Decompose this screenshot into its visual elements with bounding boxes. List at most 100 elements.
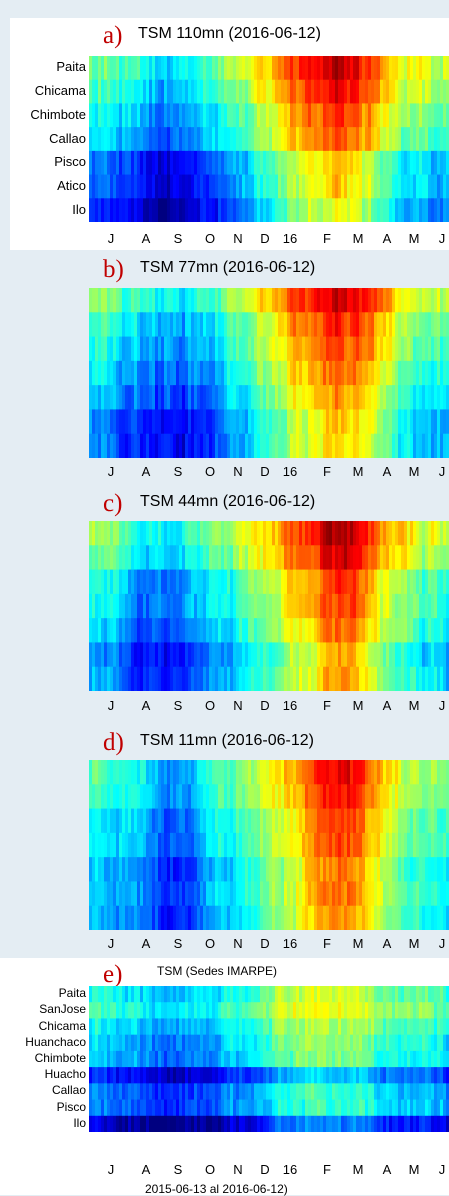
heatmap-cell xyxy=(371,569,375,595)
heatmap-cell xyxy=(251,857,255,883)
heatmap-cell xyxy=(260,103,264,128)
heatmap-cell xyxy=(437,1083,441,1101)
heatmap-cell xyxy=(164,409,168,435)
heatmap-cell xyxy=(272,905,276,930)
heatmap-cell xyxy=(194,103,198,128)
heatmap-cell xyxy=(266,360,270,386)
heatmap-cell xyxy=(104,56,108,81)
heatmap-cell xyxy=(119,1018,123,1036)
heatmap-cell xyxy=(98,385,102,411)
heatmap-cell xyxy=(197,881,201,907)
heatmap-cell xyxy=(131,174,135,199)
heatmap-cell xyxy=(443,905,447,930)
heatmap-cell xyxy=(317,642,321,668)
heatmap-cell xyxy=(176,1002,180,1020)
heatmap-cell xyxy=(251,103,255,128)
heatmap-cell xyxy=(401,666,405,691)
heatmap-cell xyxy=(281,666,285,691)
heatmap-cell xyxy=(164,569,168,595)
heatmap-cell xyxy=(323,336,327,362)
heatmap-cell xyxy=(197,1050,201,1068)
heatmap-cell xyxy=(428,360,432,386)
heatmap-cell xyxy=(410,784,414,810)
heatmap-cell xyxy=(341,1083,345,1101)
panel-a-heatmap-svg xyxy=(89,56,449,222)
heatmap-cell xyxy=(155,521,159,546)
heatmap-cell xyxy=(131,808,135,834)
heatmap-cell xyxy=(164,1083,168,1101)
heatmap-cell xyxy=(107,784,111,810)
heatmap-cell xyxy=(446,1067,449,1084)
heatmap-cell xyxy=(173,521,177,546)
heatmap-cell xyxy=(236,666,240,691)
x-tick-label: D xyxy=(260,231,270,246)
heatmap-cell xyxy=(245,1002,249,1020)
heatmap-cell xyxy=(209,103,213,128)
heatmap-cell xyxy=(161,905,165,930)
heatmap-cell xyxy=(401,521,405,546)
heatmap-cell xyxy=(233,760,237,785)
heatmap-cell xyxy=(302,1115,306,1132)
heatmap-cell xyxy=(305,433,309,458)
heatmap-cell xyxy=(338,881,342,907)
heatmap-cell xyxy=(377,1002,381,1020)
heatmap-cell xyxy=(344,784,348,810)
heatmap-cell xyxy=(266,618,270,644)
heatmap-cell xyxy=(260,666,264,691)
heatmap-cell xyxy=(143,986,147,1003)
heatmap-cell xyxy=(323,808,327,834)
heatmap-cell xyxy=(386,150,390,176)
heatmap-cell xyxy=(233,832,237,858)
heatmap-cell xyxy=(209,1115,213,1132)
heatmap-cell xyxy=(194,56,198,81)
heatmap-cell xyxy=(347,150,351,176)
heatmap-cell xyxy=(155,1034,159,1052)
heatmap-cell xyxy=(92,1018,96,1036)
heatmap-cell xyxy=(335,1099,339,1117)
heatmap-cell xyxy=(239,1115,243,1132)
heatmap-cell xyxy=(158,760,162,785)
heatmap-cell xyxy=(173,433,177,458)
heatmap-cell xyxy=(353,1099,357,1117)
heatmap-cell xyxy=(242,618,246,644)
heatmap-cell xyxy=(440,150,444,176)
heatmap-cell xyxy=(332,593,336,619)
heatmap-cell xyxy=(212,784,216,810)
heatmap-cell xyxy=(260,760,264,785)
heatmap-cell xyxy=(251,336,255,362)
heatmap-cell xyxy=(245,832,249,858)
heatmap-cell xyxy=(260,1050,264,1068)
heatmap-cell xyxy=(104,409,108,435)
heatmap-cell xyxy=(422,666,426,691)
x-tick-label: A xyxy=(382,936,392,951)
heatmap-cell xyxy=(212,1099,216,1117)
heatmap-cell xyxy=(287,808,291,834)
heatmap-cell xyxy=(269,905,273,930)
heatmap-cell xyxy=(104,174,108,199)
heatmap-cell xyxy=(413,103,417,128)
heatmap-cell xyxy=(110,150,114,176)
heatmap-cell xyxy=(248,385,252,411)
heatmap-cell xyxy=(413,312,417,338)
heatmap-cell xyxy=(392,150,396,176)
heatmap-cell xyxy=(233,127,237,152)
heatmap-cell xyxy=(395,56,399,81)
heatmap-cell xyxy=(392,127,396,152)
heatmap-cell xyxy=(326,642,330,668)
heatmap-cell xyxy=(281,881,285,907)
heatmap-cell xyxy=(140,198,144,222)
heatmap-cell xyxy=(395,312,399,338)
heatmap-cell xyxy=(269,1002,273,1020)
heatmap-cell xyxy=(431,618,435,644)
heatmap-cell xyxy=(191,760,195,785)
heatmap-cell xyxy=(413,150,417,176)
heatmap-cell xyxy=(239,760,243,785)
heatmap-cell xyxy=(278,784,282,810)
heatmap-cell xyxy=(92,986,96,1003)
heatmap-cell xyxy=(185,56,189,81)
heatmap-cell xyxy=(320,1115,324,1132)
heatmap-cell xyxy=(152,360,156,386)
x-tick-label: N xyxy=(233,231,243,246)
heatmap-cell xyxy=(365,312,369,338)
heatmap-cell xyxy=(386,312,390,338)
